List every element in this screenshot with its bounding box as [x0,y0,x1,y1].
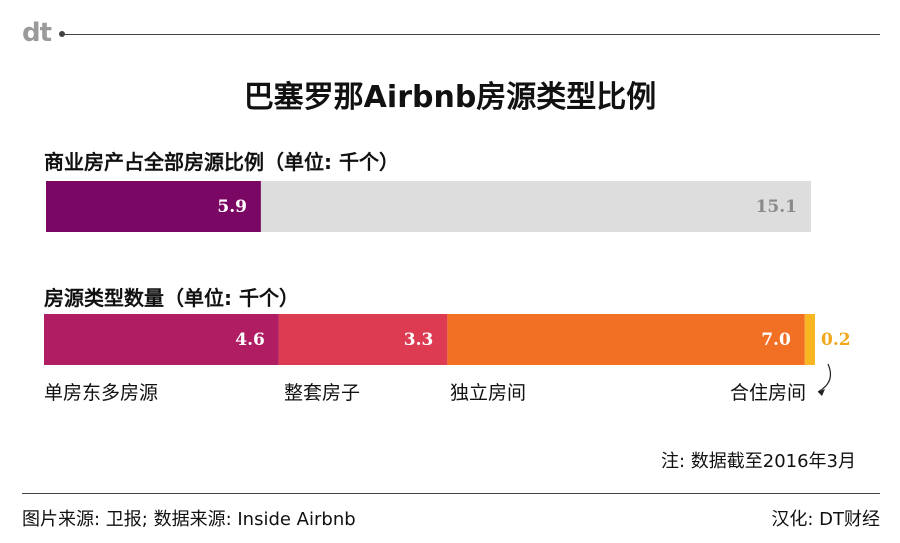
chart2-bar-segment-2 [447,314,805,365]
callout-arrowhead [818,389,825,396]
chart1-title: 商业房产占全部房源比例（单位: 千个） [44,150,399,174]
chart2-bar-segment-0 [44,314,279,365]
chart1-value-label-0: 5.9 [217,196,247,217]
category-label-entire-home: 整套房子 [284,382,361,404]
chart-title: 巴塞罗那Airbnb房源类型比例 [243,80,657,115]
chart2-title: 房源类型数量（单位: 千个） [44,286,299,310]
chart1-bar-segment-1 [260,181,811,232]
data-note: 注: 数据截至2016年3月 [660,451,856,472]
chart2-bar-segment-1 [278,314,448,365]
footer-credit: 汉化: DT财经 [771,509,880,530]
category-label-multi-listing: 单房东多房源 [44,382,159,404]
chart2-value-label-1: 3.3 [403,329,434,350]
category-label-private-room: 独立房间 [450,382,527,404]
chart2-bar-segment-3 [804,314,815,365]
dt-logo: dt [22,18,52,48]
footer-source: 图片来源: 卫报; 数据来源: Inside Airbnb [22,509,356,530]
category-label-shared-room: 合住房间 [730,382,807,404]
chart2-value-label-0: 4.6 [235,329,265,350]
header-dot [59,31,65,37]
footer-divider [22,493,880,494]
chart2-bars [44,314,815,365]
chart2-value-label-2: 7.0 [761,329,791,350]
header-divider [64,34,880,35]
chart1-bar-segment-0 [46,181,261,232]
callout-line [817,363,831,393]
chart2-value-label-3: 0.2 [821,329,851,350]
chart1-value-label-1: 15.1 [755,196,797,217]
chart1-bars [46,181,811,232]
